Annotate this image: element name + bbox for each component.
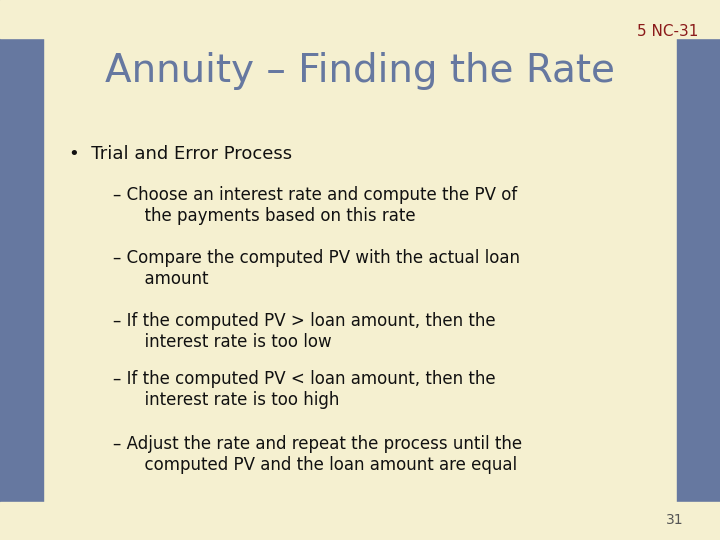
Text: – Adjust the rate and repeat the process until the
      computed PV and the loa: – Adjust the rate and repeat the process… [113,435,522,474]
Text: – If the computed PV < loan amount, then the
      interest rate is too high: – If the computed PV < loan amount, then… [113,370,495,409]
Text: 31: 31 [667,512,684,526]
Text: 5 NC-31: 5 NC-31 [637,24,698,39]
Text: – If the computed PV > loan amount, then the
      interest rate is too low: – If the computed PV > loan amount, then… [113,312,495,350]
Text: – Choose an interest rate and compute the PV of
      the payments based on this: – Choose an interest rate and compute th… [113,186,517,225]
Text: Annuity – Finding the Rate: Annuity – Finding the Rate [105,52,615,90]
Text: – Compare the computed PV with the actual loan
      amount: – Compare the computed PV with the actua… [113,249,520,288]
Text: •  Trial and Error Process: • Trial and Error Process [68,145,292,163]
